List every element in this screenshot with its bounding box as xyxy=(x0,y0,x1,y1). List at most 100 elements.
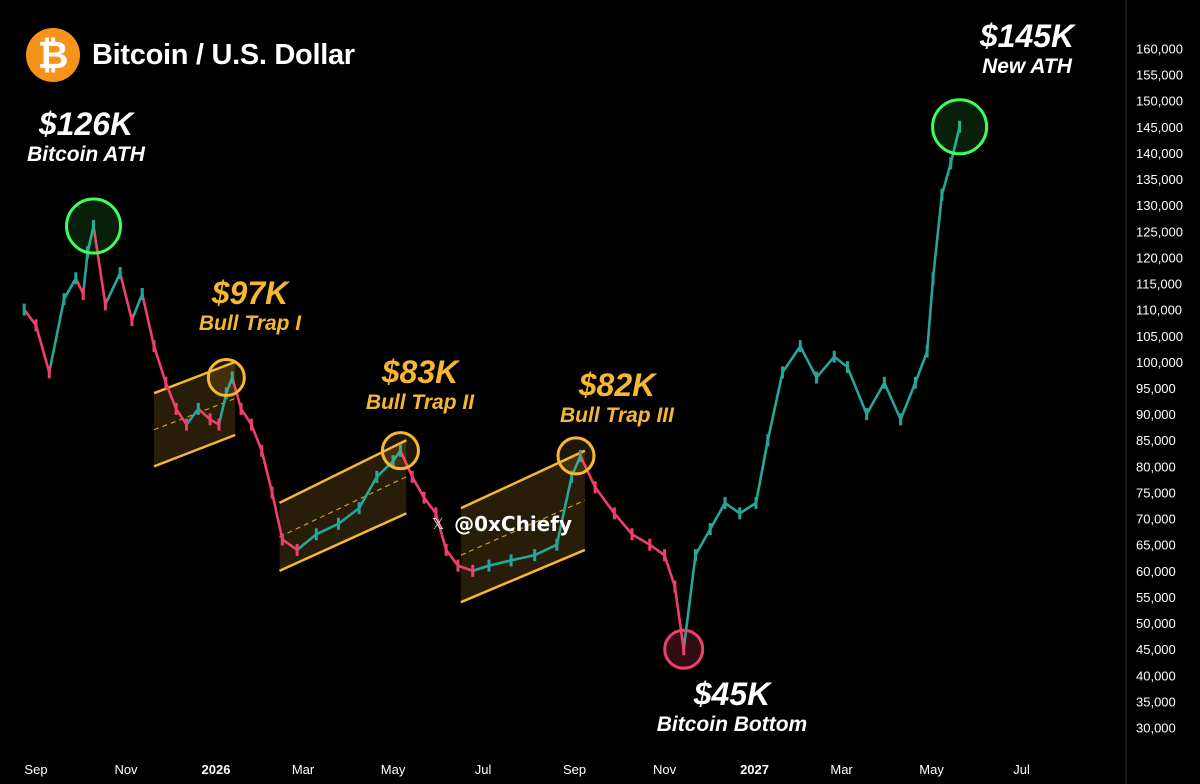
x-tick-label: Mar xyxy=(292,762,315,777)
price-point xyxy=(487,559,491,572)
price-segment xyxy=(174,407,188,426)
price-point xyxy=(694,549,698,562)
y-tick-label: 110,000 xyxy=(1136,303,1182,318)
price-point xyxy=(22,303,26,316)
price-segment xyxy=(766,371,784,442)
price-point xyxy=(249,418,253,431)
price-point xyxy=(913,376,917,389)
x-tick-label: Mar xyxy=(830,762,853,777)
price-point xyxy=(81,287,85,300)
price-point xyxy=(196,402,200,415)
chart-header: ₿ Bitcoin / U.S. Dollar xyxy=(26,28,355,82)
channel-mid-line xyxy=(153,397,236,431)
price-segment xyxy=(250,423,264,452)
price-segment xyxy=(883,381,902,421)
x-tick-label: Nov xyxy=(114,762,138,777)
x-tick-label: 2027 xyxy=(740,762,769,777)
price-point xyxy=(814,371,818,384)
price-segment xyxy=(422,496,438,515)
price-point xyxy=(723,496,727,509)
price-segment xyxy=(47,297,66,374)
price-segment xyxy=(164,381,178,411)
y-tick-label: 125,000 xyxy=(1136,224,1183,239)
marker-trap-circle xyxy=(206,358,246,398)
price-point xyxy=(940,188,944,201)
annotation-trap-3: $82K Bull Trap III xyxy=(560,367,674,429)
annotation-bottom-value: $45K xyxy=(693,676,771,712)
price-point xyxy=(174,402,178,415)
price-point xyxy=(103,298,107,311)
x-tick-label: Nov xyxy=(653,762,677,777)
annotation-trap-1-value: $97K xyxy=(211,275,289,311)
price-segment xyxy=(593,485,616,515)
price-segment xyxy=(487,559,513,567)
x-tick-label: Sep xyxy=(24,762,47,777)
price-segment xyxy=(375,459,395,479)
price-segment xyxy=(104,271,122,306)
price-point xyxy=(92,220,96,233)
y-tick-label: 70,000 xyxy=(1136,512,1176,527)
price-point xyxy=(336,517,340,530)
price-segment xyxy=(444,548,460,567)
price-point xyxy=(781,366,785,379)
y-tick-label: 50,000 xyxy=(1136,616,1176,631)
price-point xyxy=(260,444,264,457)
price-point xyxy=(239,402,243,415)
x-tick-label: Jul xyxy=(1013,762,1030,777)
price-point xyxy=(391,455,395,468)
price-point xyxy=(555,538,559,551)
x-tick-label: Jul xyxy=(475,762,492,777)
price-point xyxy=(663,549,667,562)
price-segment xyxy=(34,324,51,374)
price-point xyxy=(578,449,582,462)
price-point xyxy=(708,523,712,536)
price-point xyxy=(845,361,849,374)
price-point xyxy=(570,470,574,483)
y-tick-label: 75,000 xyxy=(1136,485,1176,500)
price-point xyxy=(280,533,284,546)
price-point xyxy=(208,413,212,426)
price-segment xyxy=(846,365,868,416)
annotation-ath-2-label: New ATH xyxy=(982,55,1072,78)
x-tick-label: May xyxy=(381,762,406,777)
watermark-handle: @0xChiefy xyxy=(454,512,572,536)
chart-title: Bitcoin / U.S. Dollar xyxy=(92,38,355,71)
price-segment xyxy=(509,553,536,562)
price-segment xyxy=(130,292,144,322)
y-tick-label: 65,000 xyxy=(1136,538,1176,553)
price-segment xyxy=(357,475,379,510)
y-tick-label: 40,000 xyxy=(1136,668,1176,683)
y-tick-label: 80,000 xyxy=(1136,459,1176,474)
x-tick-label: 2026 xyxy=(202,762,231,777)
price-point xyxy=(882,376,886,389)
x-logo-icon: 𝕏 xyxy=(432,515,445,533)
price-point xyxy=(509,554,513,567)
price-point xyxy=(375,470,379,483)
price-point xyxy=(270,486,274,499)
price-segment xyxy=(62,276,78,301)
y-tick-label: 30,000 xyxy=(1136,721,1176,736)
price-point xyxy=(357,502,361,515)
price-segment xyxy=(708,501,727,531)
price-point xyxy=(673,580,677,593)
price-segment xyxy=(815,355,836,379)
channel-lower-line xyxy=(460,548,586,604)
annotation-trap-3-label: Bull Trap III xyxy=(560,404,674,427)
annotation-ath-2: $145K New ATH xyxy=(980,18,1074,80)
price-point xyxy=(533,549,537,562)
price-point xyxy=(754,496,758,509)
price-point xyxy=(34,319,38,332)
y-tick-label: 35,000 xyxy=(1136,694,1176,709)
price-segment xyxy=(471,564,491,573)
watermark: 𝕏 @0xChiefy xyxy=(432,512,572,536)
marker-ath-circle xyxy=(931,98,989,156)
marker-ath-circle xyxy=(65,197,123,255)
price-segment xyxy=(682,553,697,651)
y-tick-label: 55,000 xyxy=(1136,590,1176,605)
y-tick-label: 135,000 xyxy=(1136,172,1183,187)
price-point xyxy=(738,507,742,520)
price-segment xyxy=(434,512,448,552)
price-segment xyxy=(315,522,340,536)
price-point xyxy=(410,470,414,483)
